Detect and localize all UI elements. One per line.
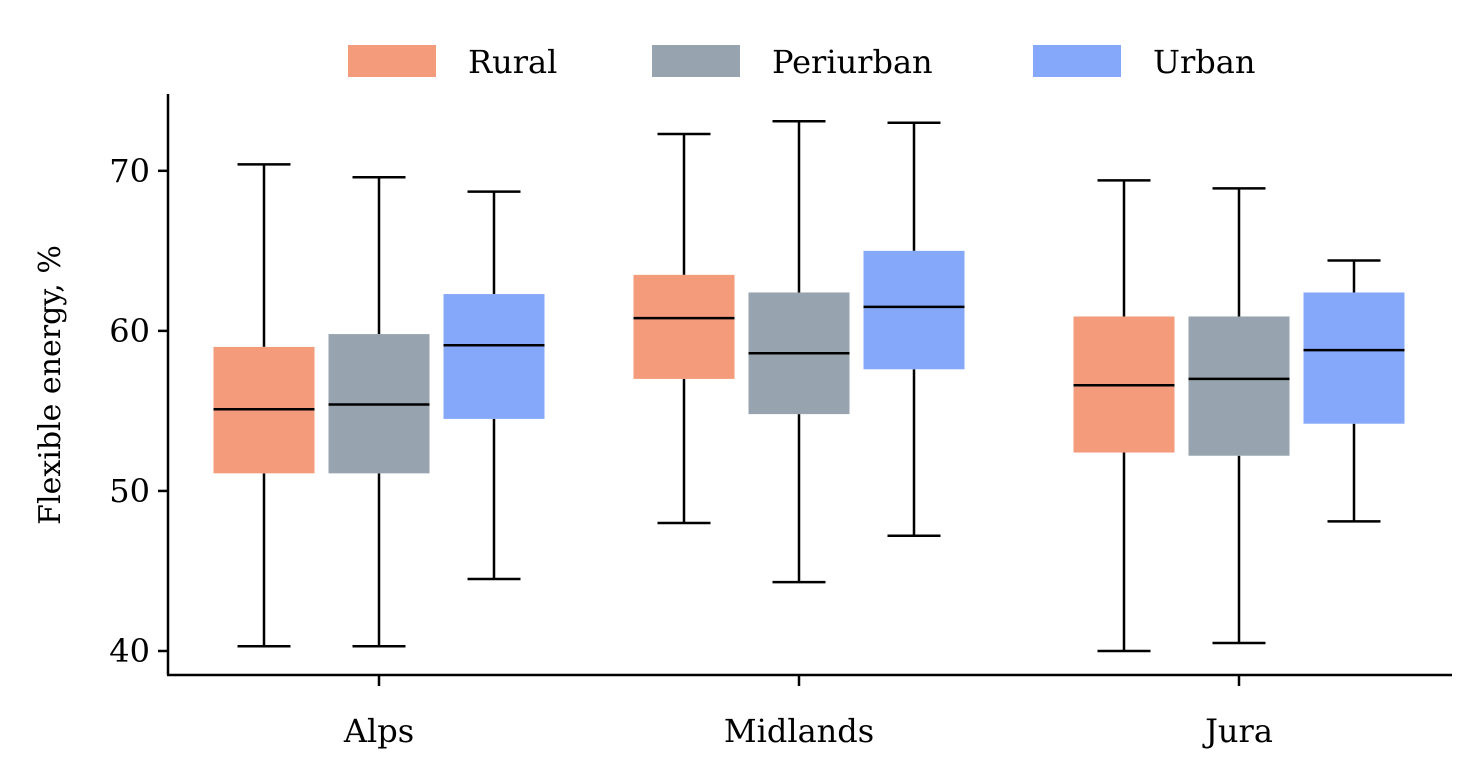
box-urban-midlands	[863, 121, 965, 538]
legend-swatch	[652, 45, 740, 77]
box-body	[443, 294, 545, 419]
box-body	[863, 250, 965, 370]
box-periurban-alps	[328, 175, 430, 648]
legend-item-periurban: Periurban	[652, 43, 933, 81]
box-body	[633, 274, 735, 379]
legend-label: Urban	[1153, 43, 1255, 81]
legend-label: Rural	[468, 43, 557, 81]
axes: Flexible energy, % 40 50 60 70 Alps Midlands J…	[33, 94, 1452, 750]
legend-label: Periurban	[772, 43, 933, 81]
legend-item-urban: Urban	[1033, 43, 1255, 81]
box-rural-midlands	[633, 132, 735, 525]
y-tick-label: 50	[109, 472, 150, 510]
box-body	[1303, 292, 1405, 424]
box-periurban-midlands	[748, 119, 850, 584]
x-tick-label: Jura	[1202, 712, 1273, 750]
legend-swatch	[1033, 45, 1121, 77]
y-tick-label: 40	[109, 632, 150, 670]
box-urban-alps	[443, 190, 545, 581]
x-tick-label: Midlands	[724, 712, 874, 750]
legend-item-rural: Rural	[348, 43, 557, 81]
plot-area	[213, 119, 1405, 653]
y-tick-label: 60	[109, 312, 150, 350]
legend: Rural Periurban Urban	[348, 43, 1255, 81]
y-axis-title: Flexible energy, %	[33, 245, 68, 525]
legend-swatch	[348, 45, 436, 77]
y-tick-label: 70	[109, 152, 150, 190]
box-urban-jura	[1303, 259, 1405, 523]
box-rural-jura	[1073, 179, 1175, 653]
box-rural-alps	[213, 163, 315, 648]
x-tick-label: Alps	[343, 712, 414, 750]
box-body	[1188, 316, 1290, 456]
box-periurban-jura	[1188, 187, 1290, 645]
